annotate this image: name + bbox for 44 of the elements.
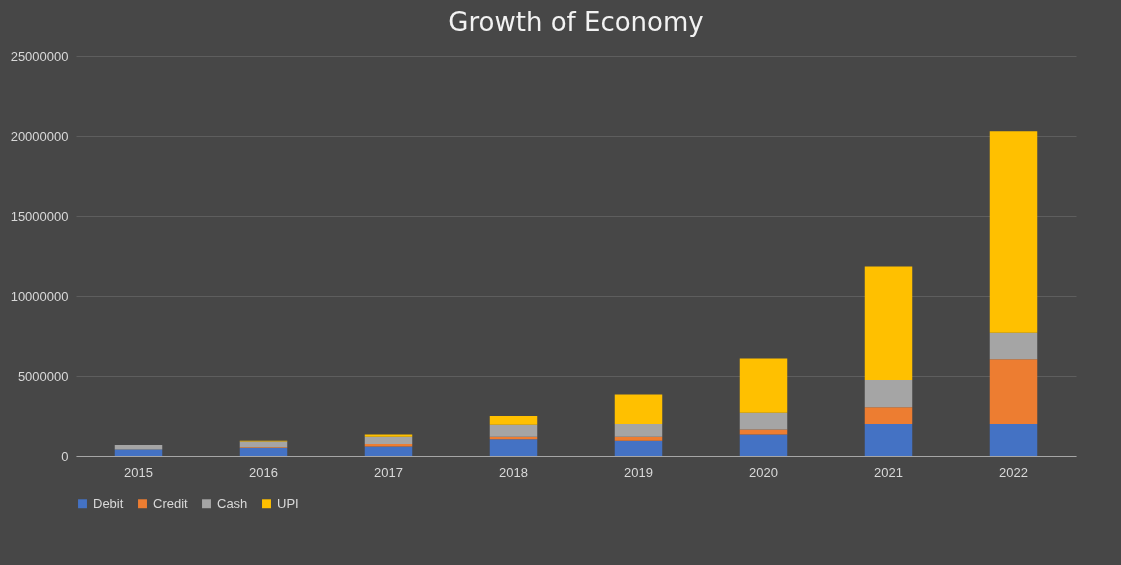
legend-label: Credit <box>153 495 189 511</box>
y-tick-label: 5000000 <box>17 368 69 384</box>
bar <box>739 412 788 430</box>
bar <box>989 332 1038 360</box>
x-tick-label: 2021 <box>874 464 903 480</box>
y-tick-label: 25000000 <box>10 48 69 64</box>
bar <box>239 448 288 456</box>
bar <box>989 424 1038 456</box>
y-tick-label: 20000000 <box>10 128 69 144</box>
bar <box>364 436 413 444</box>
bar <box>364 446 413 456</box>
bar <box>864 266 913 380</box>
y-tick-label: 0 <box>61 448 69 464</box>
bar <box>239 441 288 448</box>
x-tick-label: 2022 <box>999 464 1028 480</box>
x-tick-label: 2017 <box>374 464 403 480</box>
bar <box>114 449 163 456</box>
bar <box>614 436 663 441</box>
bar <box>989 131 1038 333</box>
x-tick-label: 2018 <box>499 464 528 480</box>
bar <box>739 358 788 413</box>
x-tick-label: 2015 <box>124 464 153 480</box>
bar <box>364 434 413 437</box>
y-tick-label: 10000000 <box>10 288 69 304</box>
x-tick-label: 2016 <box>249 464 278 480</box>
bar <box>489 416 538 425</box>
bar <box>864 380 913 408</box>
bar <box>614 440 663 456</box>
chart-title: Growth of Economy <box>448 7 704 37</box>
bar <box>989 359 1038 424</box>
bar <box>114 445 163 450</box>
y-tick-label: 15000000 <box>10 208 69 224</box>
bar <box>614 394 663 424</box>
x-tick-label: 2019 <box>624 464 653 480</box>
bar <box>864 407 913 424</box>
bar <box>614 424 663 437</box>
bar <box>739 434 788 456</box>
legend-label: UPI <box>277 495 299 511</box>
bar <box>489 439 538 456</box>
legend-label: Debit <box>93 495 124 511</box>
legend-label: Cash <box>217 495 248 511</box>
x-tick-label: 2020 <box>749 464 778 480</box>
bar <box>864 424 913 456</box>
bar <box>489 424 538 437</box>
